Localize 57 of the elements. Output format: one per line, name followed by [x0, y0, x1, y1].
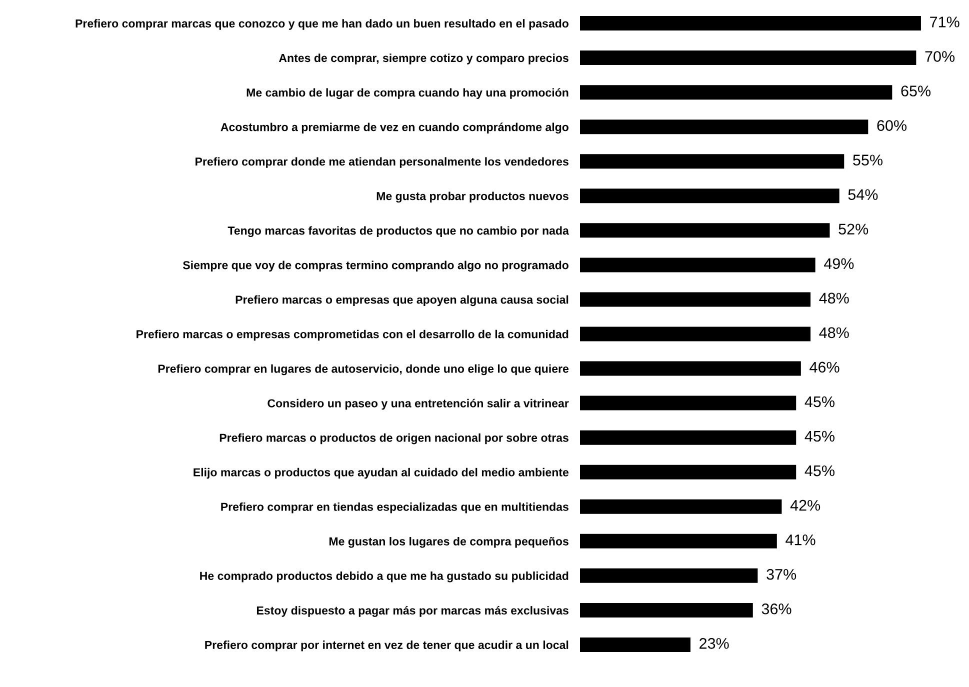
y-tick-label: Considero un paseo y una entretención salir a vitrinear — [268, 398, 569, 410]
y-tick-label: Acostumbro a premiarme de vez en cuando comprándome algo — [220, 122, 568, 134]
bar — [580, 534, 777, 548]
data-label: 46% — [810, 362, 840, 373]
y-tick-label: Estoy dispuesto a pagar más por marcas más exclusivas — [257, 606, 568, 617]
bar — [580, 326, 811, 342]
bar — [580, 361, 801, 376]
y-tick-label: Antes de comprar, siempre cotizo y comparo precios — [278, 54, 568, 64]
y-tick-label: Me cambio de lugar de compra cuando hay una promoción — [246, 88, 568, 99]
bar — [580, 396, 796, 410]
data-label: 52% — [838, 224, 868, 235]
y-tick-label: Prefiero marcas o empresas que apoyen alguna causa social — [236, 295, 568, 306]
data-label: 49% — [824, 258, 854, 270]
y-tick-label: Prefiero comprar marcas que conozco y que me han dado un buen resultado en el pasado — [76, 19, 568, 30]
data-label: 71% — [930, 16, 960, 28]
y-tick-label: Prefiero marcas o productos de origen nacional por sobre otras — [220, 433, 568, 444]
bar — [580, 602, 753, 618]
bar — [580, 568, 758, 583]
bar — [580, 16, 921, 31]
y-tick-label: Prefiero marcas o empresas comprometidas con el desarrollo de la comunidad — [136, 330, 568, 341]
y-tick-label: Me gustan los lugares de compra pequeños — [329, 536, 568, 548]
y-tick-label: Elijo marcas o productos que ayudan al cuidado del medio ambiente — [194, 468, 569, 479]
data-label: 45% — [804, 430, 834, 442]
bar — [580, 50, 916, 66]
y-tick-label: Siempre que voy de compras termino comprando algo no programado — [182, 260, 568, 272]
bar — [580, 499, 782, 514]
data-label: 45% — [804, 465, 834, 476]
y-tick-label: Prefiero comprar en lugares de autoservicio, donde uno elige lo que quiere — [158, 364, 569, 376]
y-tick-label: He comprado productos debido a que me ha gustado su publicidad — [200, 572, 568, 582]
bar — [580, 223, 830, 238]
bar — [580, 120, 868, 134]
y-tick-label: Prefiero comprar donde me atiendan personalmente los vendedores — [196, 157, 568, 168]
bar — [580, 258, 816, 272]
data-label: 48% — [819, 292, 849, 304]
y-tick-label: Tengo marcas favoritas de productos que no cambio por nada — [228, 226, 569, 238]
data-label: 36% — [762, 603, 792, 614]
data-label: 41% — [786, 534, 816, 546]
y-tick-label: Me gusta probar productos nuevos — [376, 192, 568, 203]
bar — [580, 85, 892, 100]
bar — [580, 430, 796, 445]
bar — [580, 637, 690, 652]
data-label: 70% — [925, 51, 955, 62]
data-label: 23% — [700, 638, 729, 649]
bar — [580, 464, 796, 480]
bar — [580, 188, 840, 204]
data-label: 48% — [819, 327, 849, 338]
data-label: 42% — [790, 500, 820, 511]
data-label: 60% — [877, 120, 907, 131]
data-label: 65% — [901, 86, 931, 96]
data-label: 54% — [848, 189, 878, 200]
data-label: 55% — [853, 154, 883, 166]
bar — [580, 154, 844, 169]
data-label: 45% — [804, 396, 834, 408]
y-tick-label: Prefiero comprar en tiendas especializadas que en multitiendas — [221, 502, 568, 514]
y-tick-label: Prefiero comprar por internet en vez de tener que acudir a un local — [205, 640, 568, 652]
bar — [580, 292, 811, 307]
data-label: 37% — [766, 568, 796, 580]
